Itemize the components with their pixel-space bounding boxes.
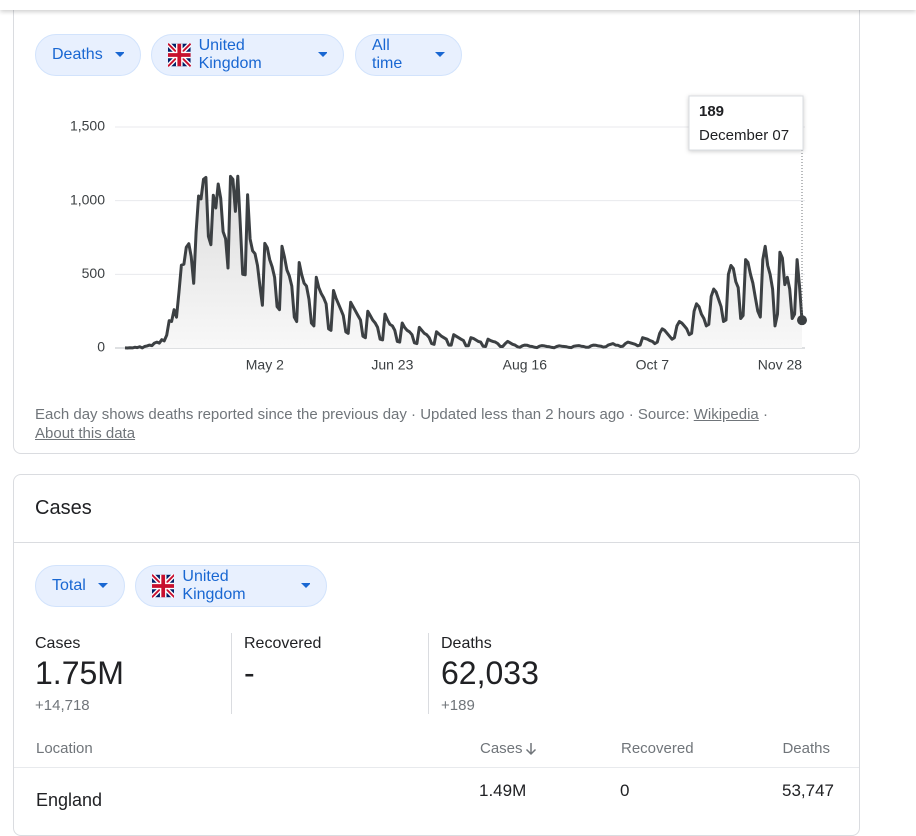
footer-note: Each day shows deaths reported since the… xyxy=(35,406,690,423)
top-shadow xyxy=(0,0,916,10)
chip-label: Deaths xyxy=(52,46,103,63)
column-header[interactable]: Cases xyxy=(480,740,537,757)
uk-flag xyxy=(152,574,175,598)
tooltip-value: 189 xyxy=(699,103,724,120)
stat-value: - xyxy=(244,655,255,691)
column-header[interactable]: Location xyxy=(36,740,93,757)
table-cell: England xyxy=(36,790,103,810)
divider xyxy=(428,633,429,714)
area xyxy=(125,176,802,348)
tooltip-date: December 07 xyxy=(699,127,789,144)
caret xyxy=(435,52,445,57)
uk-flag xyxy=(168,43,191,67)
range-chip[interactable]: All time xyxy=(355,34,462,76)
country-chip[interactable]: United Kingdom xyxy=(135,565,327,607)
x-tick-label: Nov 28 xyxy=(758,357,803,373)
stat-change: +14,718 xyxy=(35,697,90,714)
separator: · xyxy=(762,406,768,423)
x-tick-label: Jun 23 xyxy=(371,357,413,373)
chart: 0 500 1,000 1,500 May 2 Jun 23 Aug 16 Oct 7 Nov … xyxy=(70,95,807,373)
chip-label: United Kingdom xyxy=(198,37,262,72)
x-tick-label: Oct 7 xyxy=(636,357,670,373)
stat-label: Cases xyxy=(35,635,81,652)
x-tick-label: May 2 xyxy=(246,357,284,373)
stat-label: Recovered xyxy=(244,635,322,652)
tooltip-box xyxy=(688,95,804,151)
table-cell: 53,747 xyxy=(782,781,834,800)
chip-label: United Kingdom xyxy=(182,568,246,603)
tooltip: 189 December 07 xyxy=(688,95,804,151)
divider xyxy=(14,767,859,768)
cases-card xyxy=(13,474,860,836)
about-link[interactable]: About this data xyxy=(35,425,136,442)
y-tick-label: 0 xyxy=(97,339,105,355)
caret xyxy=(97,583,108,588)
y-tick-label: 1,000 xyxy=(70,191,105,207)
stat-label: Deaths xyxy=(441,635,492,652)
country-chip[interactable]: United Kingdom xyxy=(151,34,344,76)
column-header-label: Cases xyxy=(480,740,523,757)
line xyxy=(124,174,804,350)
caret xyxy=(317,52,327,57)
divider xyxy=(14,542,859,543)
chart-footer: Each day shows deaths reported since the… xyxy=(35,405,835,443)
divider xyxy=(231,633,232,714)
y-tick-label: 1,500 xyxy=(70,118,105,134)
type-chip[interactable]: Total xyxy=(35,565,125,607)
table-cell: 0 xyxy=(620,781,630,800)
source-link[interactable]: Wikipedia xyxy=(693,406,759,423)
chip-label: All time xyxy=(372,37,403,72)
x-tick-label: Aug 16 xyxy=(503,357,548,373)
column-header[interactable]: Recovered xyxy=(621,740,694,757)
stat-value: 1.75M xyxy=(35,655,124,691)
chip-label: Total xyxy=(52,577,86,594)
y-tick-label: 500 xyxy=(82,265,106,281)
column-header[interactable]: Deaths xyxy=(782,740,830,757)
metric-chip[interactable]: Deaths xyxy=(35,34,141,76)
point xyxy=(797,315,807,326)
table-cell: 1.49M xyxy=(479,781,527,800)
stat-value: 62,033 xyxy=(441,655,539,691)
caret xyxy=(114,52,124,57)
stat-change: +189 xyxy=(441,697,475,714)
caret xyxy=(300,583,310,588)
card-title: Cases xyxy=(35,497,92,519)
sort-arrow xyxy=(525,742,536,755)
